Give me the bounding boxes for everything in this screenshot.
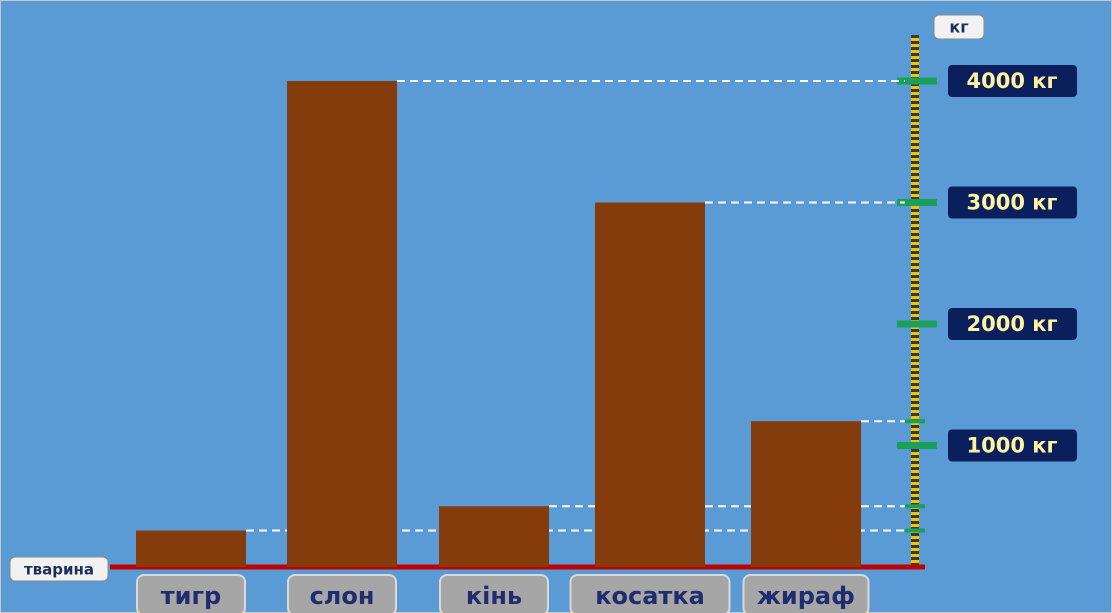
x-tick-label: слон	[310, 582, 375, 610]
chart: тварина кг 1000 кг 2000 кг 3000 кг 4000 кг т…	[0, 0, 1112, 613]
bar	[136, 531, 246, 567]
y-tick-label: 3000 кг	[967, 191, 1058, 215]
x-tick-label: тигр	[161, 582, 221, 610]
bar	[287, 81, 397, 567]
y-tick-label: 2000 кг	[967, 312, 1058, 336]
background	[1, 1, 1112, 613]
x-tick-label: кінь	[466, 582, 522, 610]
x-axis-label: тварина	[24, 561, 94, 579]
y-axis-label: кг	[949, 18, 968, 37]
bar	[751, 421, 861, 567]
x-tick-label: косатка	[595, 582, 705, 610]
x-tick-label: жираф	[757, 582, 855, 610]
bar	[595, 203, 705, 568]
bar	[439, 506, 549, 567]
y-tick-label: 4000 кг	[967, 69, 1058, 93]
y-tick-label: 1000 кг	[967, 434, 1058, 458]
